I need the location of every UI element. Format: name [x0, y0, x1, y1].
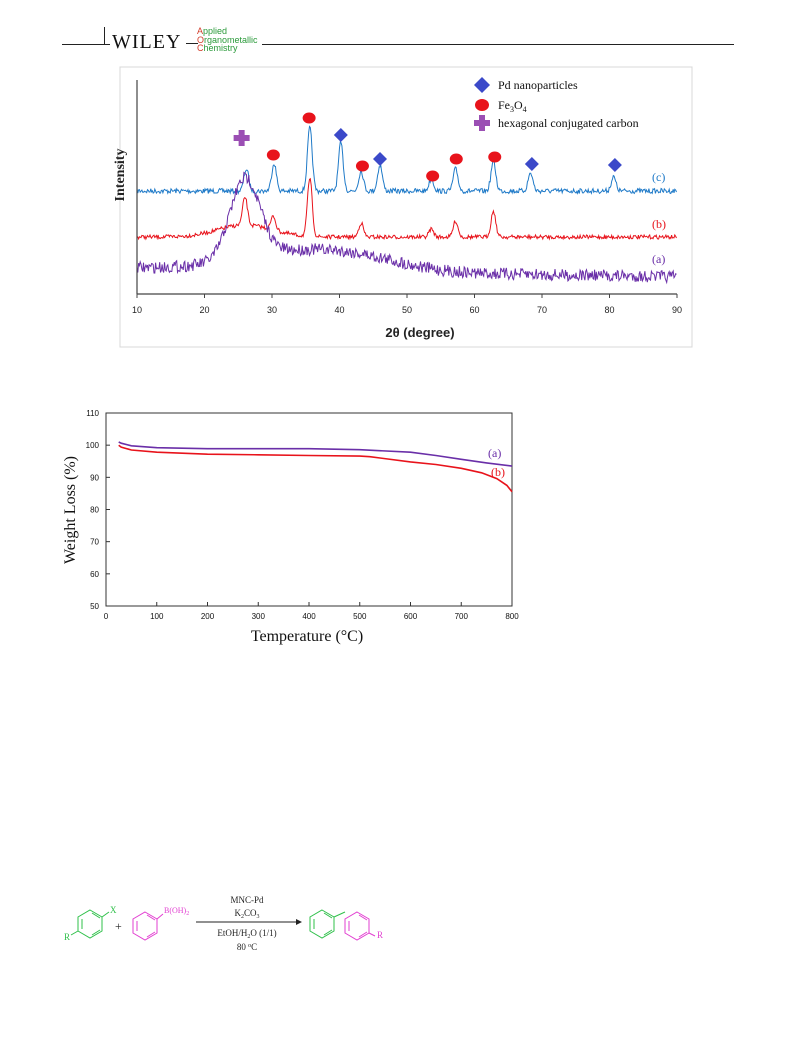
tga-y-tick-label: 100	[86, 441, 100, 450]
base-label: K2CO3	[234, 908, 259, 920]
tga-x-tick-label: 0	[104, 612, 109, 621]
tga-curve-a	[118, 441, 513, 467]
pd-marker	[607, 158, 622, 172]
tga-y-tick-label: 110	[86, 409, 99, 418]
xrd-x-tick-label: 50	[402, 305, 412, 315]
aryl-halide-r: R	[64, 932, 70, 942]
tga-chart: 0 100 200 300 400 500 600 700 800 50 60 70 80 90 100 11…	[62, 409, 519, 645]
pd-marker	[524, 157, 539, 171]
product-r: R	[377, 930, 383, 940]
fe3o4-marker	[266, 149, 280, 161]
xrd-y-label: Intensity	[113, 149, 128, 202]
tga-series-a-label: (a)	[488, 446, 501, 460]
tga-y-tick-label: 60	[90, 570, 99, 579]
catalyst-label: MNC-Pd	[230, 895, 264, 905]
tga-x-tick-label: 400	[302, 612, 316, 621]
xrd-series-b-label: (b)	[652, 217, 666, 231]
xrd-x-tick-label: 70	[537, 305, 547, 315]
xrd-x-tick-label: 30	[267, 305, 277, 315]
legend-pd-marker	[474, 77, 490, 93]
xrd-curve-c	[136, 125, 677, 196]
fe3o4-marker	[302, 112, 316, 124]
tga-x-tick-label: 200	[201, 612, 215, 621]
tga-y-tick-label: 80	[90, 506, 99, 515]
journal-logo: Applied Organometallic Chemistry	[197, 26, 258, 53]
xrd-curve-b	[136, 177, 677, 241]
xrd-chart: 10 20 30 40 50 60 70 80 90 2θ (degree) Intensity…	[113, 66, 693, 348]
tga-series-b-label: (b)	[491, 465, 505, 479]
legend-fe3o4-marker	[475, 99, 489, 111]
xrd-x-label: 2θ (degree)	[385, 325, 454, 340]
legend-pd-label: Pd nanoparticles	[498, 78, 578, 92]
xrd-x-tick-label: 90	[672, 305, 682, 315]
fe3o4-marker	[426, 170, 440, 182]
tga-x-tick-label: 500	[353, 612, 367, 621]
legend-carbon-label: hexagonal conjugated carbon	[498, 116, 639, 130]
tga-y-tick-label: 90	[90, 473, 99, 482]
tga-plot-frame	[105, 412, 513, 607]
publisher-logo: WILEY	[112, 31, 182, 53]
tga-y-tick-label: 50	[90, 602, 99, 611]
xrd-x-tick-label: 40	[334, 305, 344, 315]
legend-carbon-marker	[474, 115, 490, 131]
fe3o4-marker	[355, 160, 369, 172]
tga-y-label: Weight Loss (%)	[62, 456, 79, 564]
solvent-label: EtOH/H2O (1/1)	[217, 928, 276, 940]
temperature-label: 80 oC	[237, 942, 257, 952]
tga-x-tick-label: 300	[252, 612, 266, 621]
xrd-curve-a	[136, 171, 677, 285]
xrd-x-tick-label: 80	[604, 305, 614, 315]
tga-x-tick-label: 700	[455, 612, 469, 621]
arrow-head	[296, 919, 302, 925]
xrd-x-tick-label: 20	[199, 305, 209, 315]
xrd-x-tick-label: 10	[132, 305, 142, 315]
fe3o4-marker	[488, 151, 502, 163]
reaction-scheme: X R + B(OH)2 MNC-Pd K2CO3 EtOH/H2O (1/1)…	[64, 895, 383, 952]
pd-marker	[333, 128, 348, 142]
header-rule-right	[262, 44, 734, 45]
pd-marker	[373, 152, 387, 166]
header-rule-left	[62, 44, 110, 45]
aryl-halide-x: X	[110, 905, 117, 915]
xrd-series-a-label: (a)	[652, 252, 665, 266]
aryl-halide	[70, 909, 110, 939]
tga-y-tick-label: 70	[90, 538, 99, 547]
tga-curve-b	[118, 444, 513, 493]
boronic-acid-group: B(OH)2	[164, 906, 189, 917]
carbon-marker	[233, 130, 250, 146]
tga-x-tick-label: 100	[150, 612, 164, 621]
legend-fe3o4-label: Fe3O4	[498, 98, 527, 114]
xrd-x-tick-label: 60	[469, 305, 479, 315]
fe3o4-marker	[449, 153, 463, 165]
header-tick	[104, 27, 105, 44]
phenylboronic-acid	[132, 911, 164, 941]
biaryl-product	[309, 909, 376, 941]
tga-x-tick-label: 800	[505, 612, 519, 621]
tga-x-label: Temperature (°C)	[251, 628, 363, 645]
xrd-series-c-label: (c)	[652, 170, 665, 184]
header-dash	[186, 43, 198, 44]
tga-x-tick-label: 600	[404, 612, 418, 621]
plus-sign: +	[115, 919, 122, 933]
xrd-legend: Pd nanoparticles Fe3O4 hexagonal conjuga…	[474, 77, 639, 131]
